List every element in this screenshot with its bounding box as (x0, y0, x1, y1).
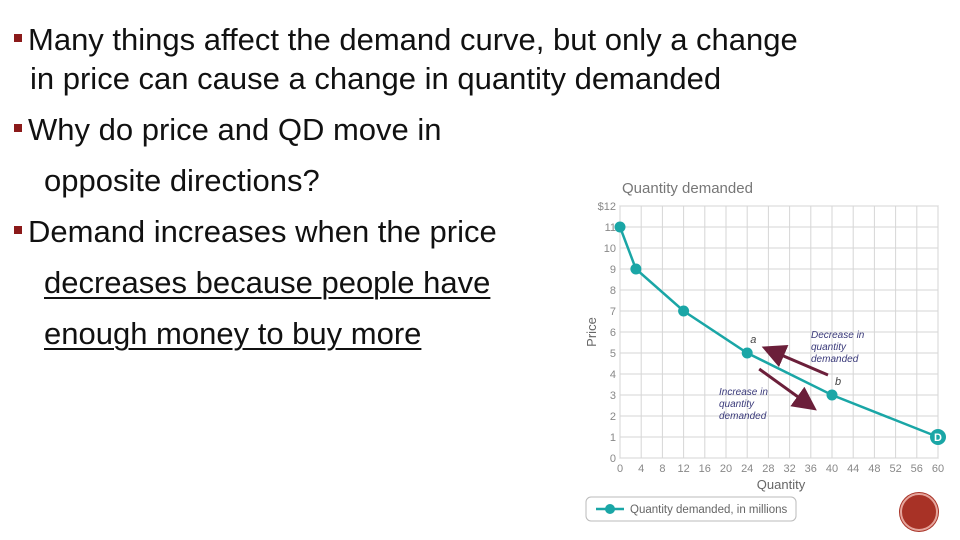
demand-curve-point (826, 389, 838, 401)
bullet-marker (14, 225, 22, 234)
y-tick-label: $12 (598, 201, 616, 213)
x-tick-label: 12 (677, 463, 689, 475)
bullet-3-cont-1: decreases because people have (14, 257, 944, 308)
annotation-2-line: demanded (719, 411, 767, 422)
x-tick-label: 48 (868, 463, 880, 475)
point-label-b: b (835, 376, 841, 388)
x-tick-label: 8 (659, 463, 665, 475)
x-tick-label: 44 (847, 463, 859, 475)
bullet-1: Many things affect the demand curve, but… (14, 14, 944, 65)
y-tick-label: 6 (610, 327, 616, 339)
annotation-2-line: quantity (719, 399, 755, 410)
x-tick-label: 16 (699, 463, 711, 475)
x-tick-label: 28 (762, 463, 774, 475)
x-tick-label: 60 (932, 463, 944, 475)
legend-label: Quantity demanded, in millions (630, 504, 787, 516)
x-tick-label: 56 (911, 463, 923, 475)
point-label-a: a (750, 334, 756, 346)
x-tick-label: 24 (741, 463, 753, 475)
legend-box (585, 496, 797, 522)
y-tick-label: 3 (610, 390, 616, 402)
y-tick-label: 1 (610, 432, 616, 444)
increase-qd-arrow (758, 367, 817, 411)
decrease-qd-arrow (761, 345, 829, 377)
annotation-1-line: demanded (811, 354, 859, 365)
y-tick-label: 4 (610, 369, 616, 381)
demand-curve-point (678, 305, 690, 317)
slide-number-badge (900, 493, 938, 531)
bullet-marker (14, 33, 22, 42)
bullet-2-cont: opposite directions? (14, 155, 944, 206)
x-axis-label: Quantity (757, 477, 806, 492)
demand-label-badge (930, 429, 946, 445)
x-tick-label: 4 (638, 463, 644, 475)
bullet-2: Why do price and QD move in (14, 104, 944, 155)
demand-curve-point (741, 347, 753, 359)
y-tick-label: 11 (605, 222, 616, 234)
y-tick-label: 8 (610, 285, 616, 297)
x-tick-label: 52 (889, 463, 901, 475)
x-tick-label: 32 (783, 463, 795, 475)
bullet-3-cont-2: enough money to buy more (14, 308, 944, 359)
bullet-2-line-1: Why do price and QD move in (28, 112, 442, 147)
y-tick-label: 5 (610, 348, 616, 360)
bullet-3-line-3: enough money to buy more (44, 316, 422, 351)
bullet-3-line-2: decreases because people have (44, 265, 491, 300)
bullet-list: Many things affect the demand curve, but… (14, 14, 944, 359)
annotation-1-line: Decrease in (811, 330, 865, 341)
annotation-2-line: Increase in (719, 387, 768, 398)
bullet-3: Demand increases when the price (14, 206, 944, 257)
y-axis-label: Price (584, 317, 599, 347)
chart-title: Quantity demanded (622, 180, 753, 197)
bullet-3-line-1: Demand increases when the price (28, 214, 497, 249)
x-tick-label: 40 (826, 463, 838, 475)
annotation-1-line: quantity (811, 342, 847, 353)
demand-chart: 0 4 8 12 16 20 24 28 32 36 40 44 48 52 56 6001234567891… (584, 180, 946, 522)
bullet-1-cont: in price can cause a change in quantity … (14, 53, 944, 104)
x-tick-label: 36 (805, 463, 817, 475)
y-tick-label: 7 (610, 306, 616, 318)
x-tick-label: 20 (720, 463, 732, 475)
bullet-2-line-2: opposite directions? (44, 163, 320, 198)
y-tick-label: 9 (610, 264, 616, 276)
demand-curve-line (618, 226, 939, 439)
demand-label: D (934, 432, 942, 444)
y-tick-label: 0 (610, 453, 616, 465)
bullet-1-line-2: in price can cause a change in quantity … (30, 61, 722, 96)
y-tick-label: 2 (610, 411, 616, 423)
demand-curve-point (614, 221, 626, 233)
bullet-1-line-1: Many things affect the demand curve, but… (28, 22, 798, 57)
demand-curve-point (630, 263, 642, 275)
legend-marker (605, 504, 615, 514)
y-tick-label: 10 (604, 243, 616, 255)
x-tick-label: 0 (617, 463, 623, 475)
bullet-marker (14, 123, 22, 132)
